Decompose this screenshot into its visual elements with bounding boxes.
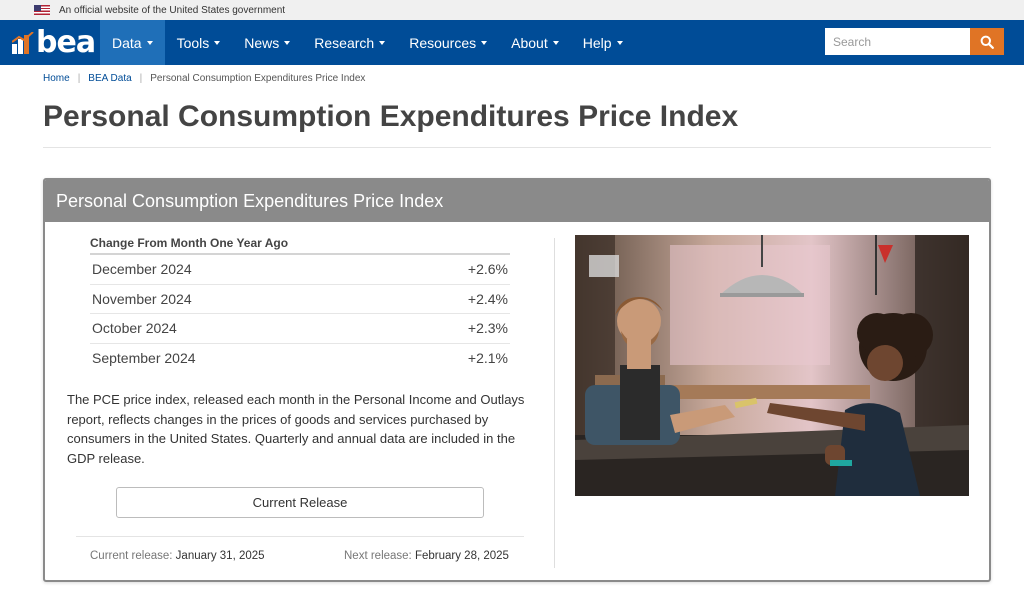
nav-news[interactable]: News	[232, 20, 302, 65]
nav-data[interactable]: Data	[100, 20, 165, 65]
nav-menu: Data Tools News Research Resources About…	[100, 20, 635, 65]
change-table-heading: Change From Month One Year Ago	[90, 236, 510, 255]
row-value: +2.1%	[467, 350, 508, 367]
title-divider	[43, 147, 991, 148]
caret-down-icon	[481, 40, 488, 45]
breadcrumb-home[interactable]: Home	[43, 73, 70, 84]
card-left-column: Change From Month One Year Ago December …	[45, 222, 554, 580]
caret-down-icon	[616, 40, 623, 45]
table-row: October 2024 +2.3%	[90, 314, 510, 344]
gov-banner-text: An official website of the United States…	[59, 4, 286, 16]
row-value: +2.4%	[467, 290, 508, 307]
search-button[interactable]	[970, 28, 1004, 55]
nav-help-label: Help	[582, 34, 612, 51]
search-icon	[980, 35, 994, 49]
nav-data-label: Data	[112, 34, 142, 51]
nav-about-label: About	[511, 34, 548, 51]
current-release-button[interactable]: Current Release	[116, 487, 484, 518]
card-header: Personal Consumption Expenditures Price …	[45, 180, 989, 222]
nav-resources[interactable]: Resources	[397, 20, 499, 65]
table-row: September 2024 +2.1%	[90, 344, 510, 374]
nav-research[interactable]: Research	[302, 20, 397, 65]
search-input[interactable]	[825, 28, 970, 55]
cafe-photo-illustration	[575, 235, 969, 496]
next-release-label: Next release:	[344, 550, 412, 562]
table-row: November 2024 +2.4%	[90, 285, 510, 314]
nav-tools[interactable]: Tools	[165, 20, 233, 65]
main-navbar: bea Data Tools News Research Resources A…	[0, 20, 1024, 65]
breadcrumb: Home | BEA Data | Personal Consumption E…	[43, 73, 365, 84]
column-divider	[554, 238, 555, 568]
table-row: December 2024 +2.6%	[90, 255, 510, 285]
nav-resources-label: Resources	[409, 34, 477, 51]
current-release-date: January 31, 2025	[175, 550, 265, 562]
current-release-info: Current release: January 31, 2025	[90, 550, 265, 562]
caret-down-icon	[379, 40, 386, 45]
row-value: +2.3%	[467, 320, 508, 337]
search-box	[825, 28, 1004, 55]
caret-down-icon	[214, 40, 221, 45]
nav-about[interactable]: About	[499, 20, 571, 65]
bea-logo-mark-icon	[12, 31, 34, 54]
change-table: Change From Month One Year Ago December …	[90, 236, 510, 373]
breadcrumb-separator: |	[77, 73, 81, 84]
pce-card: Personal Consumption Expenditures Price …	[43, 178, 991, 582]
row-month: December 2024	[92, 261, 192, 278]
caret-down-icon	[284, 40, 291, 45]
next-release-date: February 28, 2025	[414, 550, 509, 562]
gov-banner: An official website of the United States…	[0, 0, 1024, 20]
cafe-purchase-photo	[575, 235, 969, 496]
caret-down-icon	[146, 40, 153, 45]
row-month: November 2024	[92, 290, 192, 307]
breadcrumb-bea-data[interactable]: BEA Data	[88, 73, 132, 84]
nav-help[interactable]: Help	[571, 20, 635, 65]
page-title: Personal Consumption Expenditures Price …	[43, 100, 739, 133]
breadcrumb-current: Personal Consumption Expenditures Price …	[150, 73, 366, 84]
nav-tools-label: Tools	[176, 34, 210, 51]
release-divider	[76, 536, 524, 537]
us-flag-icon	[34, 5, 50, 15]
row-month: October 2024	[92, 320, 177, 337]
pce-description: The PCE price index, released each month…	[67, 392, 525, 466]
next-release-info: Next release: February 28, 2025	[344, 550, 509, 562]
nav-news-label: News	[244, 34, 280, 51]
row-value: +2.6%	[467, 261, 508, 278]
current-release-label: Current release:	[90, 550, 173, 562]
nav-research-label: Research	[314, 34, 375, 51]
bea-logo-text: bea	[36, 24, 96, 60]
caret-down-icon	[552, 40, 559, 45]
row-month: September 2024	[92, 350, 196, 367]
breadcrumb-separator: |	[139, 73, 143, 84]
bea-logo[interactable]: bea	[0, 20, 100, 65]
